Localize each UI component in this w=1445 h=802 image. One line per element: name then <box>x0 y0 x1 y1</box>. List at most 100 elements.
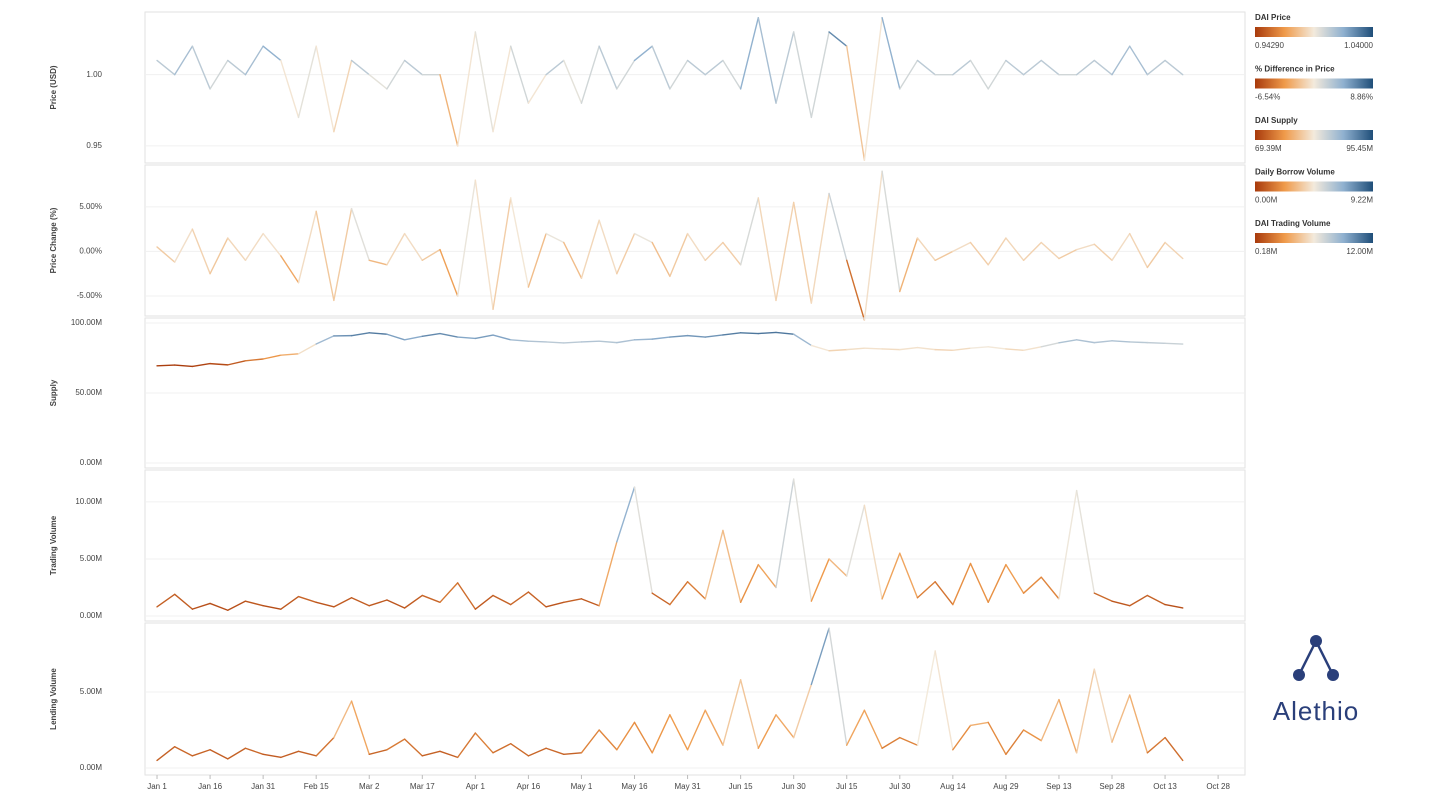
line-segment <box>1022 59 1042 76</box>
line-segment <box>545 341 565 344</box>
line-segment <box>1093 59 1113 76</box>
line-segment <box>1075 59 1096 76</box>
line-segment <box>669 714 689 751</box>
line-segment <box>934 650 954 751</box>
line-segment <box>863 16 883 161</box>
line-segment <box>598 219 618 275</box>
y-axis-label: Price Change (%) <box>49 207 58 273</box>
line-segment <box>403 232 423 262</box>
line-segment <box>439 750 459 759</box>
line-segment <box>846 504 866 577</box>
line-segment <box>739 563 760 603</box>
line-segment <box>174 593 194 610</box>
line-segment <box>315 210 335 302</box>
line-segment <box>757 16 777 104</box>
line-segment <box>386 333 406 341</box>
line-segment <box>439 332 459 338</box>
line-segment <box>757 563 777 589</box>
legend-max: 1.04000 <box>1344 41 1373 50</box>
line-segment <box>1022 346 1042 352</box>
legend-max: 95.45M <box>1346 144 1373 153</box>
line-segment <box>792 333 813 347</box>
line-segment <box>1005 237 1025 262</box>
line-segment <box>881 736 901 749</box>
line-segment <box>810 344 830 352</box>
legend-max: 9.22M <box>1351 196 1374 205</box>
x-tick-label: Jan 1 <box>147 782 167 791</box>
line-segment <box>421 248 441 262</box>
line-segment <box>775 331 795 335</box>
line-segment <box>456 31 477 147</box>
y-axis-label: Price (USD) <box>49 65 58 109</box>
line-segment <box>846 709 866 746</box>
line-segment <box>934 348 954 352</box>
line-segment <box>333 207 353 302</box>
line-segment <box>704 529 724 600</box>
line-segment <box>510 742 530 757</box>
legend-ramp <box>1255 27 1373 37</box>
line-segment <box>1058 339 1078 344</box>
line-segment <box>1111 694 1131 743</box>
line-segment <box>191 749 211 757</box>
line-segment <box>757 714 777 749</box>
panel-frame <box>144 622 1246 776</box>
line-segment <box>315 335 335 345</box>
line-segment <box>510 591 530 606</box>
line-segment <box>739 332 760 335</box>
line-segment <box>952 241 972 253</box>
line-segment <box>527 232 547 288</box>
y-axis-label: Supply <box>49 379 58 406</box>
line-segment <box>722 59 742 90</box>
line-segment <box>916 581 936 599</box>
line-segment <box>863 709 883 749</box>
line-segment <box>474 31 494 133</box>
line-segment <box>792 201 813 304</box>
line-segment <box>881 552 901 600</box>
line-segment <box>174 45 194 76</box>
line-segment <box>598 541 618 607</box>
legend-min: 0.18M <box>1255 247 1278 256</box>
line-segment <box>280 750 300 759</box>
line-segment <box>704 709 724 746</box>
panel-frame <box>144 164 1246 317</box>
line-segment <box>775 201 795 302</box>
line-segment <box>651 241 671 278</box>
x-tick-label: Jul 30 <box>889 782 911 791</box>
line-segment <box>952 59 972 76</box>
line-segment <box>952 347 972 352</box>
line-segment <box>969 346 989 349</box>
line-segment <box>492 742 512 754</box>
line-segment <box>881 16 901 90</box>
line-segment <box>244 747 264 756</box>
line-segment <box>704 241 724 262</box>
line-segment <box>386 599 406 609</box>
line-segment <box>333 700 353 739</box>
x-tick-label: May 16 <box>621 782 648 791</box>
line-segment <box>704 334 724 338</box>
line-segment <box>280 595 300 610</box>
line-segment <box>244 600 264 607</box>
line-segment <box>739 16 760 90</box>
legend-max: 12.00M <box>1346 247 1373 256</box>
x-tick-label: Jan 31 <box>251 782 276 791</box>
line-segment <box>899 59 919 90</box>
line-segment <box>580 598 600 607</box>
line-segment <box>1075 243 1096 251</box>
x-tick-label: Oct 13 <box>1153 782 1177 791</box>
line-segment <box>1093 243 1113 262</box>
line-segment <box>1093 340 1113 344</box>
line-segment <box>563 341 583 344</box>
line-segment <box>1111 45 1131 76</box>
line-segment <box>828 348 848 352</box>
line-segment <box>510 45 530 104</box>
line-segment <box>439 73 459 147</box>
line-segment <box>686 232 706 262</box>
line-segment <box>563 598 583 603</box>
y-tick-label: 0.00% <box>79 247 102 256</box>
line-segment <box>828 627 848 746</box>
line-segment <box>881 348 901 351</box>
line-segment <box>616 721 636 751</box>
line-segment <box>456 732 477 759</box>
line-segment <box>616 59 636 90</box>
line-segment <box>792 683 813 739</box>
